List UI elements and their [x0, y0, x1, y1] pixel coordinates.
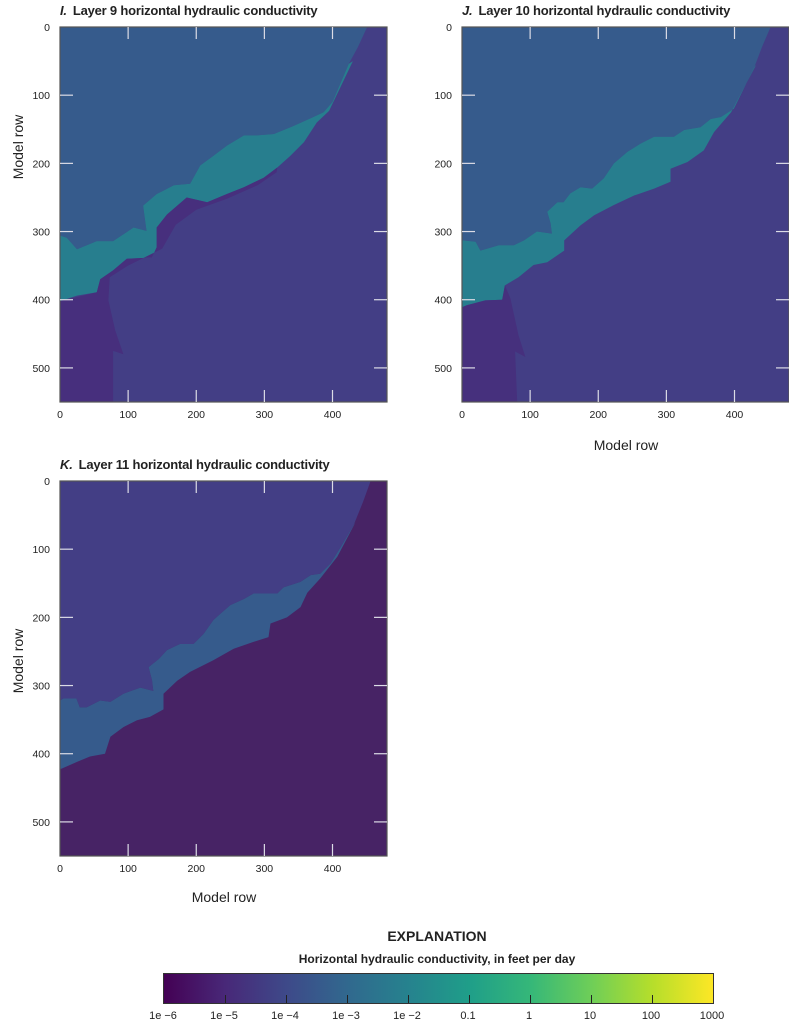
colorbar-tick-label: 10 — [583, 1010, 597, 1022]
panel-i-heatmap: 0 100 200 300 400 0 100 200 300 400 500 — [32, 22, 388, 421]
blue-region — [60, 27, 368, 250]
dark-purple-region — [462, 285, 526, 402]
panel-k-heatmap: 0 100 200 300 400 0 100 200 300 400 500 — [32, 476, 388, 875]
x-tick-label: 100 — [119, 863, 137, 875]
panel-j-x-axis-label: Model row — [593, 437, 659, 453]
colorbar-tick — [225, 995, 226, 1003]
colorbar-tick-label: 1e −5 — [210, 1010, 238, 1022]
colorbar-tick-label: 1e −3 — [332, 1010, 360, 1022]
colorbar-tick — [591, 995, 592, 1003]
y-tick-label: 300 — [32, 227, 50, 239]
x-tick-label: 100 — [521, 409, 539, 421]
x-tick-label: 300 — [256, 409, 274, 421]
y-tick-label: 0 — [446, 22, 452, 34]
y-tick-label: 400 — [434, 295, 452, 307]
dark-purple-band — [60, 167, 278, 402]
y-tick-label: 100 — [434, 90, 452, 102]
colorbar-tick — [347, 995, 348, 1003]
panel-title-text: Layer 9 horizontal hydraulic conductivit… — [72, 3, 318, 18]
colorbar-tick-label: 1000 — [699, 1010, 725, 1022]
colorbar-label: Horizontal hydraulic conductivity, in fe… — [298, 952, 576, 966]
colorbar-tick-label: 1e −4 — [271, 1010, 299, 1022]
colorbar-tick-label: 1e −2 — [393, 1010, 421, 1022]
colorbar — [163, 973, 714, 1004]
explanation-heading: EXPLANATION — [387, 928, 487, 944]
y-tick-label: 300 — [32, 681, 50, 693]
panel-k-title: K. Layer 11 horizontal hydraulic conducti… — [60, 457, 330, 472]
panel-i-title: I. Layer 9 horizontal hydraulic conductiv… — [60, 3, 318, 18]
panel-i-y-axis-label: Model row — [10, 114, 26, 180]
colorbar-tick — [408, 995, 409, 1003]
colorbar-tick — [530, 995, 531, 1003]
panel-k-y-axis-label: Model row — [10, 628, 26, 694]
y-tick-label: 0 — [44, 22, 50, 34]
x-tick-label: 400 — [324, 409, 342, 421]
y-tick-label: 500 — [434, 363, 452, 375]
blue-region — [60, 521, 356, 769]
y-tick-label: 500 — [32, 363, 50, 375]
x-tick-label: 300 — [256, 863, 274, 875]
y-tick-label: 0 — [44, 476, 50, 488]
colorbar-tick — [469, 995, 470, 1003]
colorbar-tick — [286, 995, 287, 1003]
x-tick-label: 0 — [57, 863, 63, 875]
x-tick-label: 0 — [57, 409, 63, 421]
panel-letter: K. — [60, 457, 73, 472]
plot-frame — [461, 26, 789, 403]
panel-j-heatmap: 0 100 200 300 400 0 100 200 300 400 500 — [434, 22, 789, 421]
colorbar-tick-label: 1e −6 — [149, 1010, 177, 1022]
y-tick-label: 200 — [434, 158, 452, 170]
x-tick-label: 200 — [589, 409, 607, 421]
x-tick-label: 200 — [187, 409, 205, 421]
y-tick-label: 300 — [434, 227, 452, 239]
x-tick-label: 400 — [726, 409, 744, 421]
y-tick-label: 200 — [32, 612, 50, 624]
colorbar-tick-label: 100 — [641, 1010, 661, 1022]
plot-frame — [59, 480, 388, 857]
y-tick-label: 400 — [32, 749, 50, 761]
panel-letter: I. — [60, 3, 67, 18]
colorbar-tick-label: 0.1 — [460, 1010, 476, 1022]
x-tick-label: 300 — [658, 409, 676, 421]
x-tick-label: 0 — [459, 409, 465, 421]
x-tick-label: 100 — [119, 409, 137, 421]
y-tick-label: 100 — [32, 90, 50, 102]
y-tick-label: 200 — [32, 158, 50, 170]
plot-frame — [59, 26, 388, 403]
panel-title-text: Layer 10 horizontal hydraulic conductivi… — [478, 3, 731, 18]
panel-j-title: J. Layer 10 horizontal hydraulic conducti… — [462, 3, 730, 18]
x-tick-label: 200 — [187, 863, 205, 875]
blue-region — [462, 27, 771, 251]
x-tick-label: 400 — [324, 863, 342, 875]
colorbar-tick — [652, 995, 653, 1003]
teal-region — [462, 64, 757, 308]
y-tick-label: 400 — [32, 295, 50, 307]
y-tick-label: 100 — [32, 544, 50, 556]
purple-region — [60, 481, 371, 708]
panel-title-text: Layer 11 horizontal hydraulic conductivi… — [78, 457, 330, 472]
colorbar-tick-label: 1 — [525, 1010, 533, 1022]
teal-region — [60, 61, 353, 302]
panel-k-x-axis-label: Model row — [191, 889, 257, 905]
y-tick-label: 500 — [32, 817, 50, 829]
panel-letter: J. — [462, 3, 473, 18]
